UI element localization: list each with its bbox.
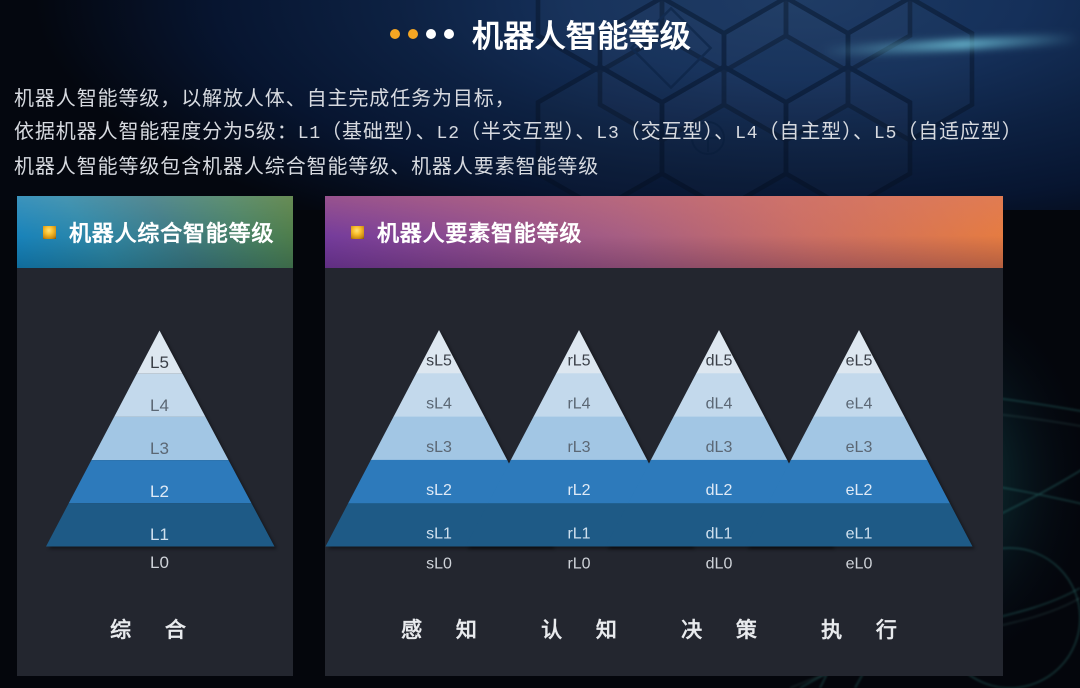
- svg-text:rL2: rL2: [567, 482, 590, 499]
- svg-text:sL1: sL1: [426, 526, 452, 543]
- svg-text:eL0: eL0: [846, 556, 873, 573]
- svg-text:dL1: dL1: [706, 526, 733, 543]
- svg-text:rL3: rL3: [567, 439, 590, 456]
- svg-text:eL3: eL3: [846, 439, 873, 456]
- svg-text:dL4: dL4: [706, 396, 733, 413]
- svg-text:dL5: dL5: [706, 352, 733, 369]
- svg-text:rL0: rL0: [567, 556, 590, 573]
- svg-text:sL0: sL0: [426, 556, 452, 573]
- svg-text:L5: L5: [150, 353, 169, 372]
- svg-text:rL4: rL4: [567, 396, 590, 413]
- svg-text:dL3: dL3: [706, 439, 733, 456]
- svg-text:sL4: sL4: [426, 396, 452, 413]
- svg-text:L4: L4: [150, 396, 169, 415]
- svg-text:L0: L0: [150, 553, 169, 572]
- svg-text:eL5: eL5: [846, 352, 873, 369]
- svg-text:rL5: rL5: [567, 352, 590, 369]
- svg-text:rL1: rL1: [567, 526, 590, 543]
- svg-text:sL2: sL2: [426, 482, 452, 499]
- svg-text:L3: L3: [150, 439, 169, 458]
- svg-text:eL4: eL4: [846, 396, 873, 413]
- svg-text:L2: L2: [150, 482, 169, 501]
- svg-text:sL3: sL3: [426, 439, 452, 456]
- svg-text:L1: L1: [150, 525, 169, 544]
- svg-text:dL0: dL0: [706, 556, 733, 573]
- svg-text:sL5: sL5: [426, 352, 452, 369]
- svg-text:dL2: dL2: [706, 482, 733, 499]
- svg-text:eL1: eL1: [846, 526, 873, 543]
- svg-text:eL2: eL2: [846, 482, 873, 499]
